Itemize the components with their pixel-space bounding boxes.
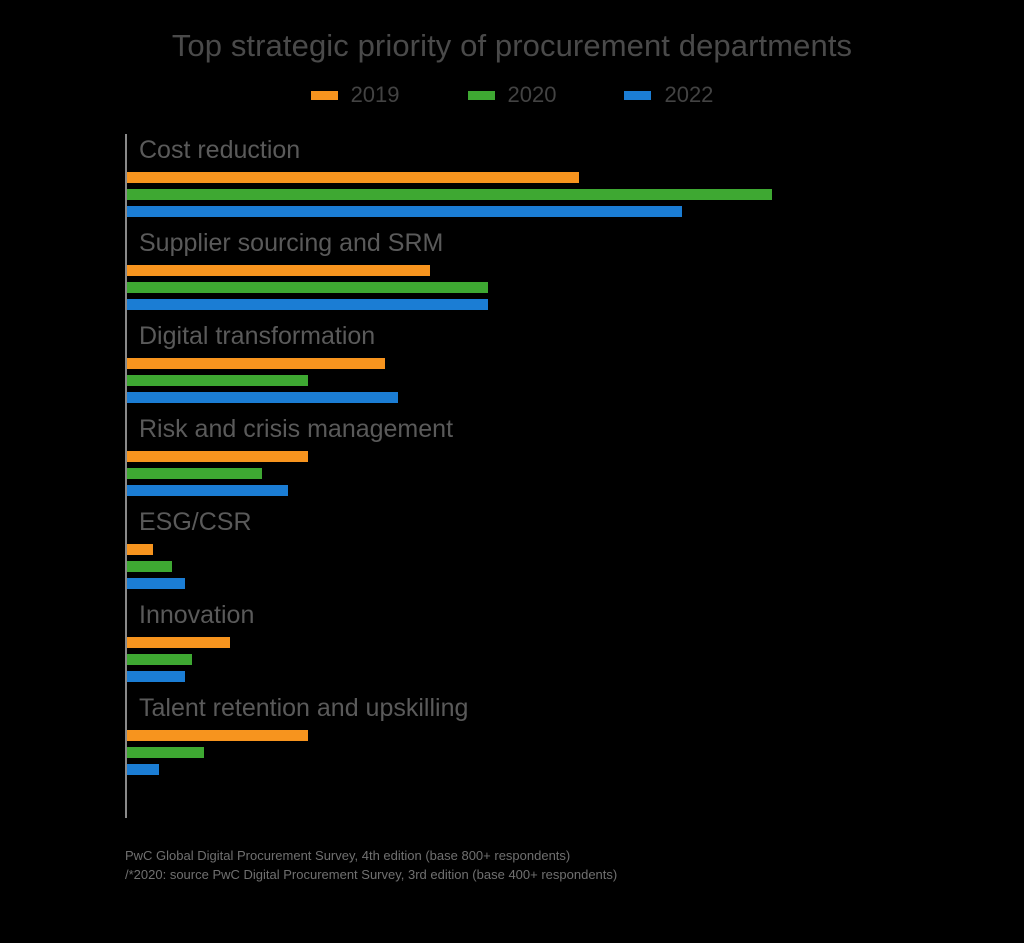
bar-2019[interactable] [127, 544, 153, 555]
bar-2022[interactable] [127, 671, 185, 682]
bar-2020[interactable] [127, 468, 262, 479]
legend-label-2020: 2020 [507, 82, 557, 107]
category-label: Risk and crisis management [139, 415, 454, 443]
bar-row [127, 282, 1015, 293]
bars [127, 172, 1015, 217]
legend-item-2019[interactable]: 2019 [310, 82, 400, 107]
legend-swatch-2019 [310, 90, 338, 100]
bar-row [127, 172, 1015, 183]
legend-label-2022: 2022 [664, 82, 714, 107]
bar-2020[interactable] [127, 561, 172, 572]
bar-row [127, 671, 1015, 682]
bar-2020[interactable] [127, 282, 488, 293]
bar-row [127, 206, 1015, 217]
bar-2022[interactable] [127, 392, 398, 403]
bar-2019[interactable] [127, 451, 308, 462]
bar-row [127, 189, 1015, 200]
y-axis-line [125, 134, 127, 818]
bar-row [127, 730, 1015, 741]
bar-2019[interactable] [127, 730, 308, 741]
chart-footnotes: PwC Global Digital Procurement Survey, 4… [125, 846, 985, 884]
footnote-line: /*2020: source PwC Digital Procurement S… [125, 867, 618, 882]
bar-row [127, 764, 1015, 775]
bar-row [127, 468, 1015, 479]
bars [127, 637, 1015, 682]
bar-2020[interactable] [127, 375, 308, 386]
bar-2020[interactable] [127, 189, 772, 200]
bars [127, 265, 1015, 310]
bar-2022[interactable] [127, 764, 159, 775]
bar-2022[interactable] [127, 206, 682, 217]
bar-row [127, 654, 1015, 665]
category-label: Supplier sourcing and SRM [139, 229, 444, 257]
bar-row [127, 299, 1015, 310]
bar-row [127, 265, 1015, 276]
legend-item-2022[interactable]: 2022 [624, 84, 713, 106]
bar-2022[interactable] [127, 485, 288, 496]
bar-2022[interactable] [127, 578, 185, 589]
bar-2020[interactable] [127, 747, 204, 758]
chart-title: Top strategic priority of procurement de… [171, 28, 853, 63]
category-label: Digital transformation [139, 322, 376, 350]
bars [127, 451, 1015, 496]
plot-area: Cost reduction Supplier sourcing and SRM D… [125, 134, 1015, 820]
category-label: Talent retention and upskilling [139, 694, 469, 722]
bar-row [127, 637, 1015, 648]
bar-row [127, 561, 1015, 572]
bar-2019[interactable] [127, 637, 230, 648]
bar-2022[interactable] [127, 299, 488, 310]
bar-row [127, 358, 1015, 369]
bar-row [127, 392, 1015, 403]
legend-swatch-2020 [467, 90, 495, 100]
chart-legend: 2019 2020 2022 [0, 84, 1024, 106]
category-label: ESG/CSR [139, 508, 252, 536]
bar-2019[interactable] [127, 265, 430, 276]
bar-row [127, 485, 1015, 496]
legend-swatch-2022 [624, 90, 652, 100]
bars [127, 730, 1015, 775]
bar-row [127, 544, 1015, 555]
bars [127, 544, 1015, 589]
legend-item-2020[interactable]: 2020 [467, 82, 557, 107]
footnote-line: PwC Global Digital Procurement Survey, 4… [125, 848, 571, 863]
category-label: Innovation [139, 601, 255, 629]
bar-row [127, 747, 1015, 758]
bars [127, 358, 1015, 403]
bar-row [127, 451, 1015, 462]
bar-2020[interactable] [127, 654, 192, 665]
bar-row [127, 375, 1015, 386]
bar-row [127, 578, 1015, 589]
bar-2019[interactable] [127, 358, 385, 369]
category-label: Cost reduction [139, 136, 301, 164]
legend-label-2019: 2019 [350, 82, 400, 107]
bar-2019[interactable] [127, 172, 579, 183]
